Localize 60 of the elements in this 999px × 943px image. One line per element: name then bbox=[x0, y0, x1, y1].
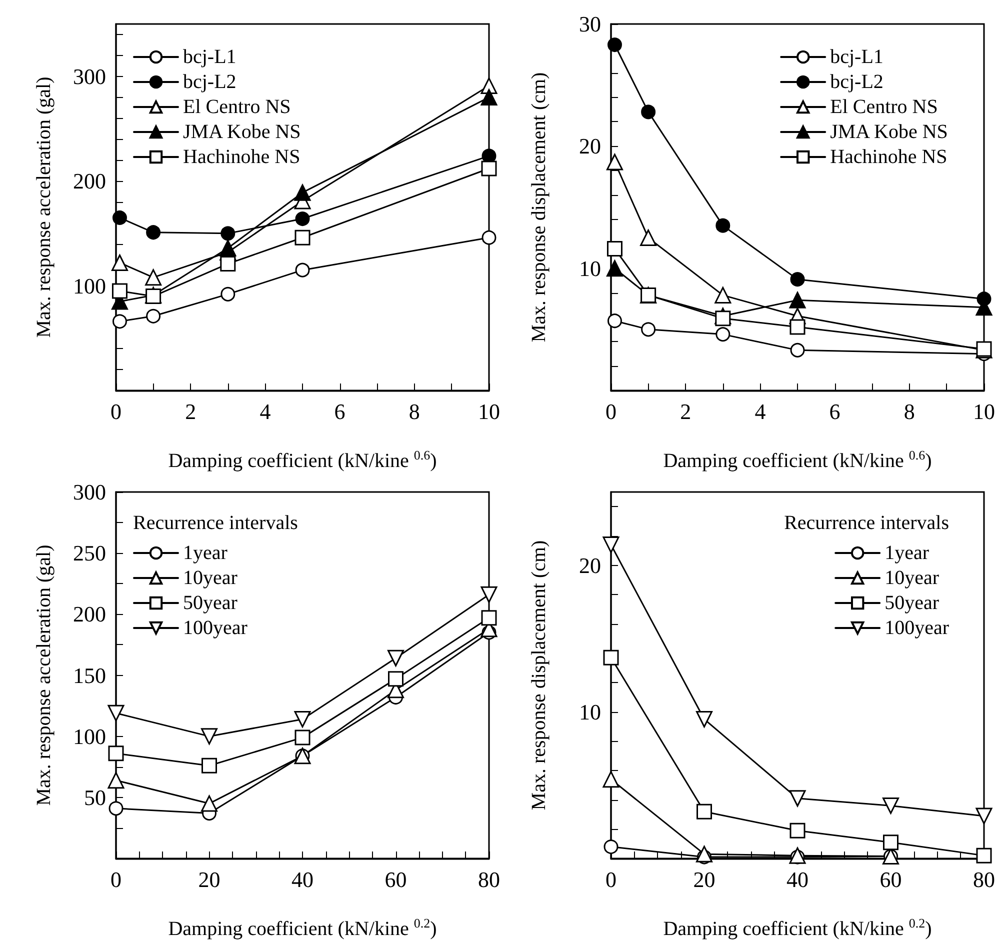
legend-label: El Centro NS bbox=[183, 96, 291, 118]
y-tick-label: 20 bbox=[579, 134, 601, 159]
y-tick-label: 30 bbox=[579, 12, 601, 36]
x-tick-label: 40 bbox=[786, 867, 808, 892]
legend-label: 1year bbox=[183, 542, 228, 564]
legend-label: JMA Kobe NS bbox=[830, 121, 948, 143]
legend-label: 10year bbox=[884, 567, 940, 589]
x-tick-label: 4 bbox=[754, 399, 766, 424]
y-tick-label: 300 bbox=[73, 480, 106, 504]
y-axis-title: Max. response displacement (cm) bbox=[528, 72, 550, 342]
x-tick-label: 0 bbox=[110, 399, 122, 424]
x-tick-label: 60 bbox=[384, 867, 407, 892]
y-tick-label: 100 bbox=[73, 273, 106, 298]
x-tick-label: 0 bbox=[606, 399, 616, 424]
x-tick-label: 20 bbox=[693, 867, 716, 892]
legend-label: bcj-L1 bbox=[830, 46, 884, 68]
legend-label: Hachinohe NS bbox=[183, 146, 300, 168]
x-tick-label: 6 bbox=[334, 399, 346, 424]
x-tick-label: 0 bbox=[606, 867, 616, 892]
y-tick-label: 150 bbox=[73, 662, 106, 688]
y-tick-label: 10 bbox=[579, 256, 601, 281]
x-tick-label: 10 bbox=[973, 399, 995, 424]
y-tick-label: 200 bbox=[73, 602, 106, 627]
y-tick-label: 10 bbox=[579, 699, 601, 724]
x-tick-label: 2 bbox=[680, 399, 692, 424]
legend-label: Hachinohe NS bbox=[830, 146, 948, 168]
x-tick-label: 80 bbox=[973, 867, 995, 892]
y-axis-title: Max. response displacement (cm) bbox=[528, 540, 550, 810]
x-tick-label: 6 bbox=[829, 399, 840, 424]
legend-title: Recurrence intervals bbox=[133, 512, 298, 534]
legend-label: El Centro NS bbox=[830, 96, 938, 118]
x-tick-label: 8 bbox=[904, 399, 915, 424]
legend-label: JMA Kobe NS bbox=[183, 121, 301, 143]
x-tick-label: 2 bbox=[185, 399, 196, 424]
legend-label: 100year bbox=[884, 617, 950, 639]
y-tick-label: 200 bbox=[73, 168, 106, 194]
legend-label: 50year bbox=[183, 592, 238, 614]
y-tick-label: 100 bbox=[73, 724, 106, 749]
y-tick-label: 20 bbox=[579, 552, 601, 578]
legend-label: bcj-L1 bbox=[183, 46, 236, 68]
x-tick-label: 80 bbox=[478, 867, 500, 892]
x-tick-label: 60 bbox=[880, 867, 902, 892]
legend-label: 50year bbox=[884, 592, 940, 614]
x-tick-label: 20 bbox=[198, 867, 220, 892]
x-tick-label: 4 bbox=[260, 399, 271, 424]
legend-label: 100year bbox=[183, 617, 248, 639]
legend-label: 1year bbox=[884, 542, 930, 564]
x-tick-label: 8 bbox=[408, 399, 420, 424]
y-tick-label: 50 bbox=[84, 784, 106, 810]
y-axis-title: Max. response acceleration (gal) bbox=[33, 544, 55, 806]
legend-label: 10year bbox=[183, 567, 238, 589]
x-tick-label: 40 bbox=[292, 867, 314, 892]
legend-label: bcj-L2 bbox=[830, 71, 884, 93]
y-tick-label: 250 bbox=[73, 540, 106, 566]
y-axis-title: Max. response acceleration (gal) bbox=[33, 76, 55, 338]
legend-title: Recurrence intervals bbox=[784, 512, 950, 534]
x-tick-label: 10 bbox=[478, 399, 500, 424]
legend-label: bcj-L2 bbox=[183, 71, 236, 93]
x-tick-label: 0 bbox=[110, 867, 122, 892]
y-tick-label: 300 bbox=[73, 64, 106, 89]
